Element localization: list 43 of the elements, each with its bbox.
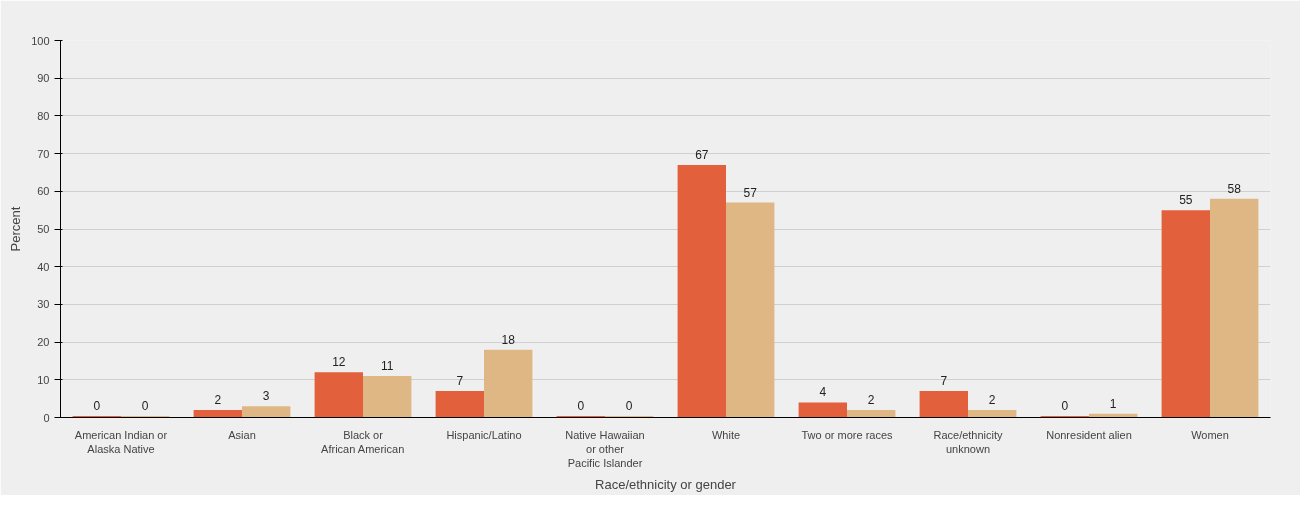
data-label: 1 — [1109, 396, 1117, 411]
data-label: 11 — [380, 359, 394, 374]
x-tick-label: American Indian or Alaska Native — [74, 428, 168, 455]
y-tick-label: 10 — [37, 373, 50, 386]
x-tick-label: Race/ethnicity unknown — [933, 428, 1004, 455]
x-tick-label: White — [711, 428, 741, 441]
y-tick-label: 30 — [37, 298, 50, 311]
y-tick-label: 100 — [31, 34, 50, 47]
y-tick-label: 0 — [43, 411, 50, 424]
y-tick-label: 90 — [37, 72, 50, 85]
x-tick-label: Black or African American — [321, 428, 405, 455]
y-tick-label: 20 — [37, 336, 50, 349]
data-label: 0 — [93, 398, 101, 413]
data-label: 2 — [988, 392, 996, 407]
x-tick-label: Hispanic/Latino — [446, 428, 522, 441]
y-tick-label: 60 — [37, 185, 50, 198]
data-label: 7 — [456, 374, 464, 389]
x-tick-label: Asian — [228, 428, 256, 441]
data-label: 3 — [262, 389, 270, 404]
data-label: 2 — [214, 392, 222, 407]
data-label: 12 — [332, 355, 346, 370]
y-tick-label: 70 — [37, 147, 50, 160]
data-label: 0 — [141, 398, 149, 413]
y-tick-label: 80 — [37, 109, 50, 122]
data-label: 0 — [1061, 398, 1069, 413]
y-tick-label: 40 — [37, 260, 50, 273]
data-label: 58 — [1227, 181, 1242, 196]
data-label: 0 — [625, 398, 633, 413]
data-label: 55 — [1179, 193, 1193, 208]
x-tick-label: Native Hawaiian or other Pacific Islander — [565, 428, 645, 470]
y-tick-label: 50 — [37, 223, 50, 235]
data-label: 18 — [501, 332, 516, 347]
data-label: 67 — [695, 147, 709, 162]
data-label: 0 — [577, 398, 585, 413]
x-tick-label: Two or more races — [801, 428, 894, 441]
y-axis-title: Percent — [8, 206, 24, 252]
data-label: 7 — [940, 374, 948, 389]
x-tick-label: Nonresident alien — [1046, 428, 1132, 441]
data-label: 2 — [867, 392, 875, 407]
data-label: 4 — [819, 385, 827, 400]
data-label: 57 — [743, 185, 758, 200]
x-axis-title: Race/ethnicity or gender — [595, 477, 737, 493]
x-tick-label: Women — [1191, 428, 1229, 441]
